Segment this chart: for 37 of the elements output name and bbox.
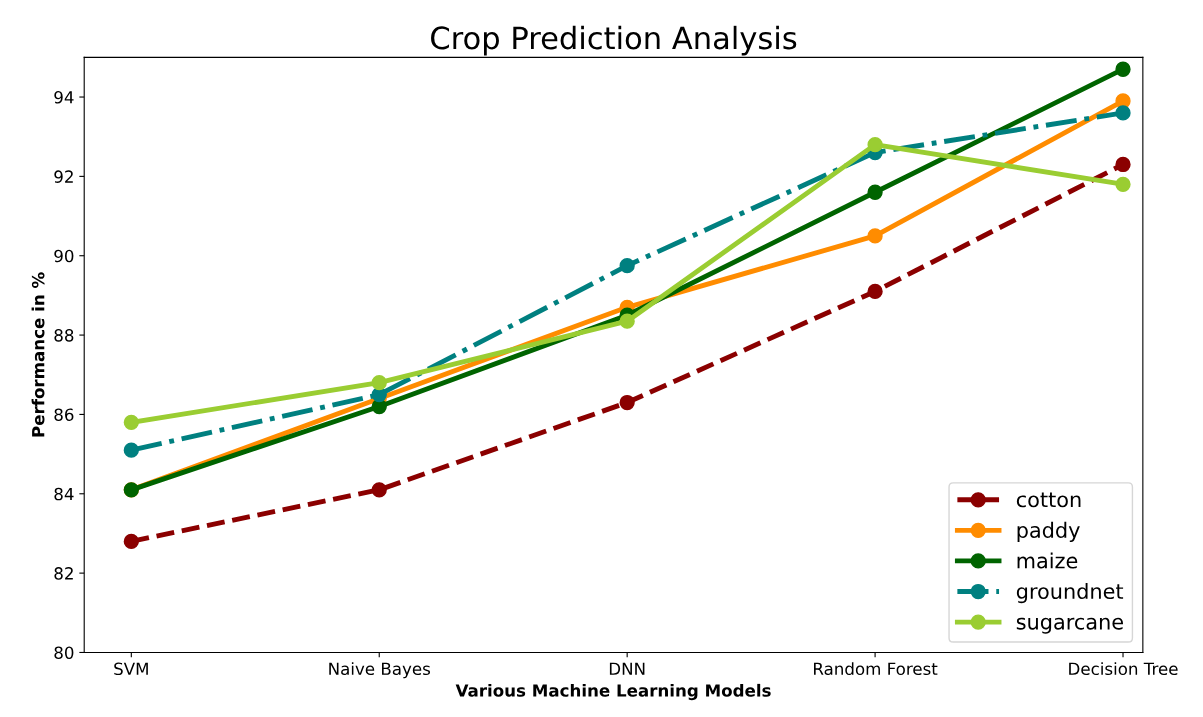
point [867,283,883,300]
y-axis-title: Performance in % [31,272,45,437]
y-tick-label: 82 [54,567,73,580]
y-tick-label: 84 [54,487,74,501]
point [123,442,139,458]
x-tick-label: DNN [609,662,645,675]
point [1115,156,1131,173]
legend-label: sugarcane [1016,617,1123,634]
legend-label: paddy [1017,521,1080,542]
point [619,258,635,274]
point [619,313,635,329]
point [1115,61,1131,77]
y-tick-label: 94 [54,91,74,104]
point [1115,105,1131,121]
point [867,228,883,244]
point [619,394,635,411]
x-axis-title: Various Machine Learning Models [455,683,771,701]
point [867,137,883,153]
legend-label: groundnet [1016,582,1124,604]
x-tick-label: Decision Tree [1069,662,1178,676]
y-tick-label: 80 [54,646,74,660]
x-tick-label: Random Forest [814,662,938,676]
legend-label: maize [1017,552,1078,569]
y-tick-label: 92 [54,170,73,183]
point [371,375,387,391]
chart-title: Crop Prediction Analysis [431,25,797,56]
y-tick-label: 90 [54,249,74,263]
point [371,482,387,498]
x-tick-label: SVM [114,662,148,676]
point [867,184,883,200]
x-tick-label: Naive Bayes [329,662,431,679]
point [123,414,139,431]
point [123,533,139,550]
point [1115,176,1131,192]
y-tick-label: 88 [54,329,74,342]
y-tick-label: 86 [54,408,74,421]
legend-label: cotton [1016,492,1081,508]
